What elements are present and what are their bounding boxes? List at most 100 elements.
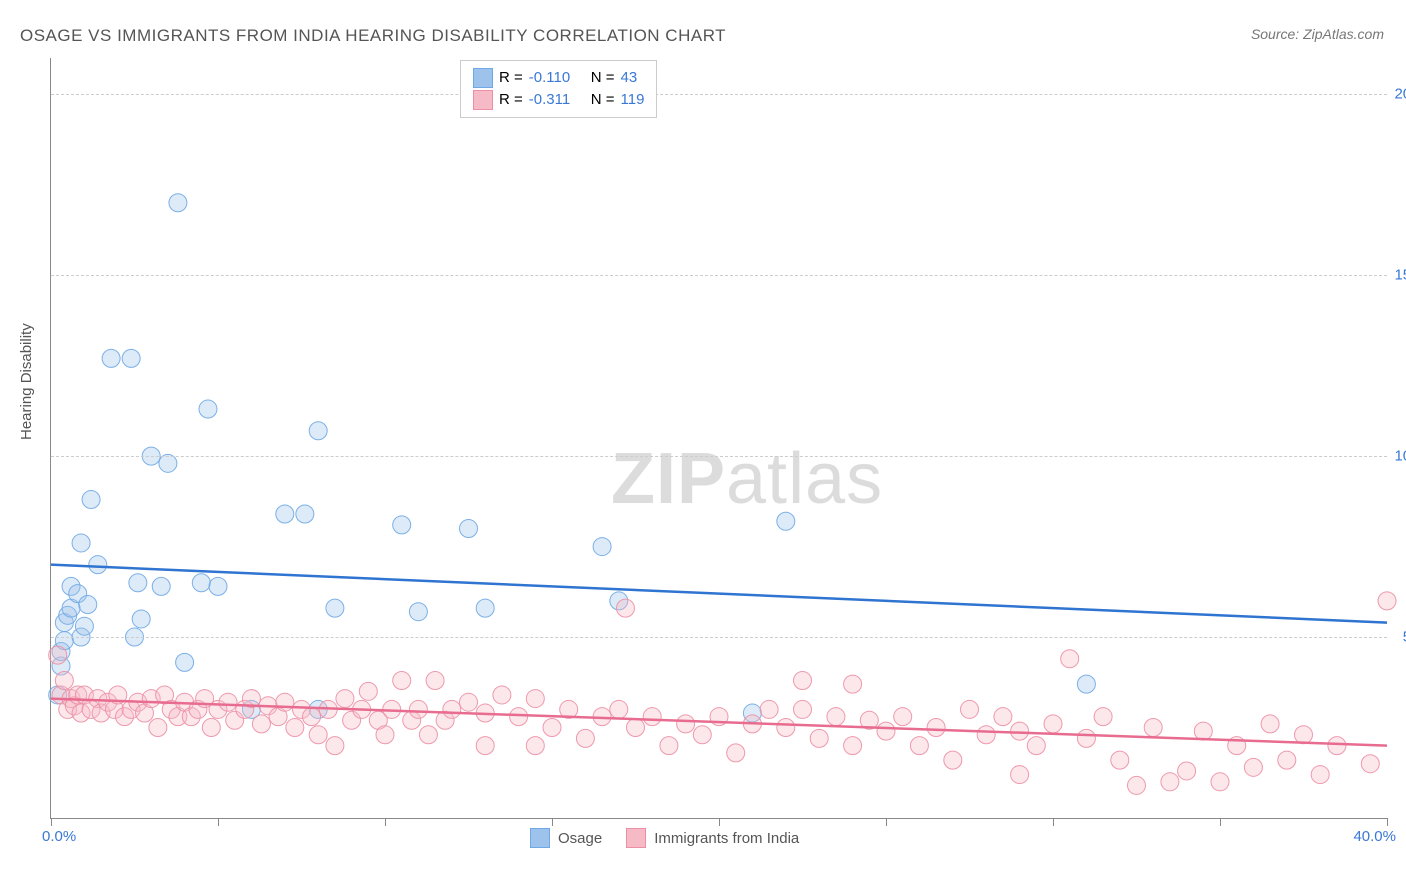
ytick-label: 15.0% xyxy=(1393,267,1406,284)
data-point xyxy=(286,719,304,737)
chart-svg xyxy=(51,58,1387,818)
data-point xyxy=(49,646,67,664)
data-point xyxy=(82,491,100,509)
source-label: Source: ZipAtlas.com xyxy=(1251,26,1384,42)
data-point xyxy=(894,708,912,726)
data-point xyxy=(102,349,120,367)
data-point xyxy=(1295,726,1313,744)
data-point xyxy=(1244,758,1262,776)
legend-row-2: R = -0.311 N = 119 xyxy=(473,89,644,111)
data-point xyxy=(443,700,461,718)
xtick xyxy=(1053,818,1054,826)
data-point xyxy=(1077,675,1095,693)
data-point xyxy=(309,422,327,440)
data-point xyxy=(252,715,270,733)
data-point xyxy=(75,617,93,635)
xtick xyxy=(719,818,720,826)
data-point xyxy=(1328,737,1346,755)
data-point xyxy=(476,599,494,617)
data-point xyxy=(79,595,97,613)
data-point xyxy=(1111,751,1129,769)
xtick xyxy=(1387,818,1388,826)
data-point xyxy=(643,708,661,726)
gridline xyxy=(51,275,1387,276)
data-point xyxy=(460,693,478,711)
legend-item-1: Osage xyxy=(530,828,602,848)
data-point xyxy=(1378,592,1396,610)
n-value-2: 119 xyxy=(621,89,645,111)
data-point xyxy=(276,505,294,523)
data-point xyxy=(460,519,478,537)
data-point xyxy=(1161,773,1179,791)
data-point xyxy=(977,726,995,744)
data-point xyxy=(149,719,167,737)
n-label: N = xyxy=(591,89,615,111)
xtick xyxy=(1220,818,1221,826)
xtick xyxy=(886,818,887,826)
data-point xyxy=(1077,729,1095,747)
data-point xyxy=(616,599,634,617)
data-point xyxy=(526,690,544,708)
data-point xyxy=(152,577,170,595)
r-value-1: -0.110 xyxy=(529,67,585,89)
data-point xyxy=(419,726,437,744)
data-point xyxy=(1027,737,1045,755)
data-point xyxy=(1311,766,1329,784)
data-point xyxy=(219,693,237,711)
data-point xyxy=(510,708,528,726)
data-point xyxy=(296,505,314,523)
data-point xyxy=(1261,715,1279,733)
data-point xyxy=(1144,719,1162,737)
data-point xyxy=(326,737,344,755)
data-point xyxy=(122,349,140,367)
data-point xyxy=(1128,776,1146,794)
data-point xyxy=(192,574,210,592)
data-point xyxy=(576,729,594,747)
data-point xyxy=(610,700,628,718)
data-point xyxy=(794,700,812,718)
data-point xyxy=(877,722,895,740)
r-label: R = xyxy=(499,89,523,111)
data-point xyxy=(1061,650,1079,668)
data-point xyxy=(1044,715,1062,733)
data-point xyxy=(303,708,321,726)
xtick xyxy=(51,818,52,826)
data-point xyxy=(994,708,1012,726)
data-point xyxy=(927,719,945,737)
data-point xyxy=(209,577,227,595)
data-point xyxy=(1011,766,1029,784)
data-point xyxy=(660,737,678,755)
regression-line xyxy=(51,565,1387,623)
ytick-label: 10.0% xyxy=(1393,448,1406,465)
gridline xyxy=(51,637,1387,638)
data-point xyxy=(593,538,611,556)
data-point xyxy=(72,534,90,552)
data-point xyxy=(693,726,711,744)
legend-swatch-2 xyxy=(473,90,493,110)
legend-item-2: Immigrants from India xyxy=(626,828,799,848)
data-point xyxy=(409,700,427,718)
xtick xyxy=(552,818,553,826)
data-point xyxy=(677,715,695,733)
legend-correlation: R = -0.110 N = 43 R = -0.311 N = 119 xyxy=(460,60,657,118)
data-point xyxy=(543,719,561,737)
data-point xyxy=(760,700,778,718)
data-point xyxy=(476,737,494,755)
data-point xyxy=(827,708,845,726)
legend-bottom-swatch-2 xyxy=(626,828,646,848)
data-point xyxy=(199,400,217,418)
data-point xyxy=(1361,755,1379,773)
data-point xyxy=(393,671,411,689)
data-point xyxy=(910,737,928,755)
data-point xyxy=(426,671,444,689)
data-point xyxy=(1194,722,1212,740)
data-point xyxy=(526,737,544,755)
data-point xyxy=(810,729,828,747)
data-point xyxy=(169,194,187,212)
legend-series-2-label: Immigrants from India xyxy=(654,830,799,847)
data-point xyxy=(627,719,645,737)
data-point xyxy=(1178,762,1196,780)
data-point xyxy=(376,726,394,744)
legend-swatch-1 xyxy=(473,68,493,88)
xtick xyxy=(385,818,386,826)
